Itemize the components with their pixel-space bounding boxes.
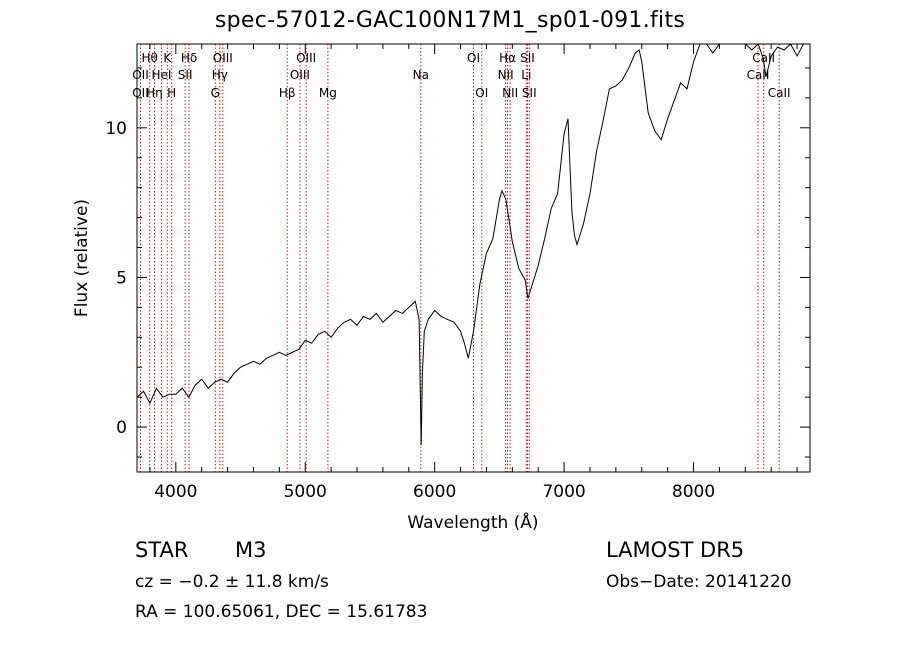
line-label-23: Li — [521, 68, 531, 82]
line-label-20: NII — [498, 68, 514, 82]
line-label-15: Mg — [319, 86, 337, 100]
line-label-7: Hδ — [181, 51, 197, 65]
y-tick-label-10: 10 — [105, 119, 127, 139]
line-label-22: SII — [520, 51, 535, 65]
observation-date: Obs−Date: 20141220 — [606, 572, 792, 592]
coordinates: RA = 100.65061, DEC = 15.61783 — [135, 602, 428, 622]
line-label-1: OII — [132, 68, 149, 82]
line-label-26: CaII — [747, 68, 770, 82]
line-label-6: H — [167, 86, 176, 100]
x-tick-label-7000: 7000 — [542, 482, 585, 502]
object-subclass: M3 — [235, 538, 267, 562]
x-axis-ticks: 4000 5000 6000 7000 8000 — [149, 44, 798, 502]
line-label-4: HeI — [151, 68, 171, 82]
line-markers — [139, 44, 780, 472]
line-label-11: G — [211, 86, 220, 100]
y-axis-ticks: 0 5 10 — [105, 67, 810, 458]
line-label-17: OI — [467, 51, 480, 65]
x-tick-label-5000: 5000 — [284, 482, 327, 502]
line-label-5: K — [163, 51, 172, 65]
y-tick-label-0: 0 — [116, 418, 127, 438]
y-tick-label-5: 5 — [116, 268, 127, 288]
line-label-10: Hγ — [212, 68, 228, 82]
survey-name: LAMOST DR5 — [606, 538, 745, 562]
line-label-16: Na — [413, 68, 429, 82]
line-label-18: OI — [475, 86, 488, 100]
x-tick-label-6000: 6000 — [413, 482, 456, 502]
line-label-21: NII — [502, 86, 518, 100]
x-tick-label-8000: 8000 — [672, 482, 715, 502]
line-label-8: SII — [178, 68, 193, 82]
chart-title: spec-57012-GAC100N17M1_sp01-091.fits — [214, 8, 686, 33]
spectrum-series — [136, 43, 810, 446]
line-label-9: OIII — [213, 51, 233, 65]
line-label-27: CaII — [768, 86, 791, 100]
redshift-info: cz = −0.2 ± 11.8 km/s — [135, 572, 329, 592]
object-class: STAR — [135, 538, 189, 562]
line-label-0: Hθ — [141, 51, 157, 65]
line-label-13: OIII — [290, 68, 310, 82]
x-tick-label-4000: 4000 — [154, 482, 197, 502]
line-label-24: SII — [522, 86, 537, 100]
x-axis-label: Wavelength (Å) — [407, 511, 538, 533]
line-label-3: Hη — [146, 86, 163, 100]
line-label-19: Hα — [499, 51, 516, 65]
line-label-2: OII — [132, 86, 149, 100]
line-label-12: Hβ — [279, 86, 296, 100]
y-axis-label: Flux (relative) — [72, 199, 92, 317]
plot-frame — [136, 43, 811, 473]
line-label-14: OIII — [296, 51, 316, 65]
